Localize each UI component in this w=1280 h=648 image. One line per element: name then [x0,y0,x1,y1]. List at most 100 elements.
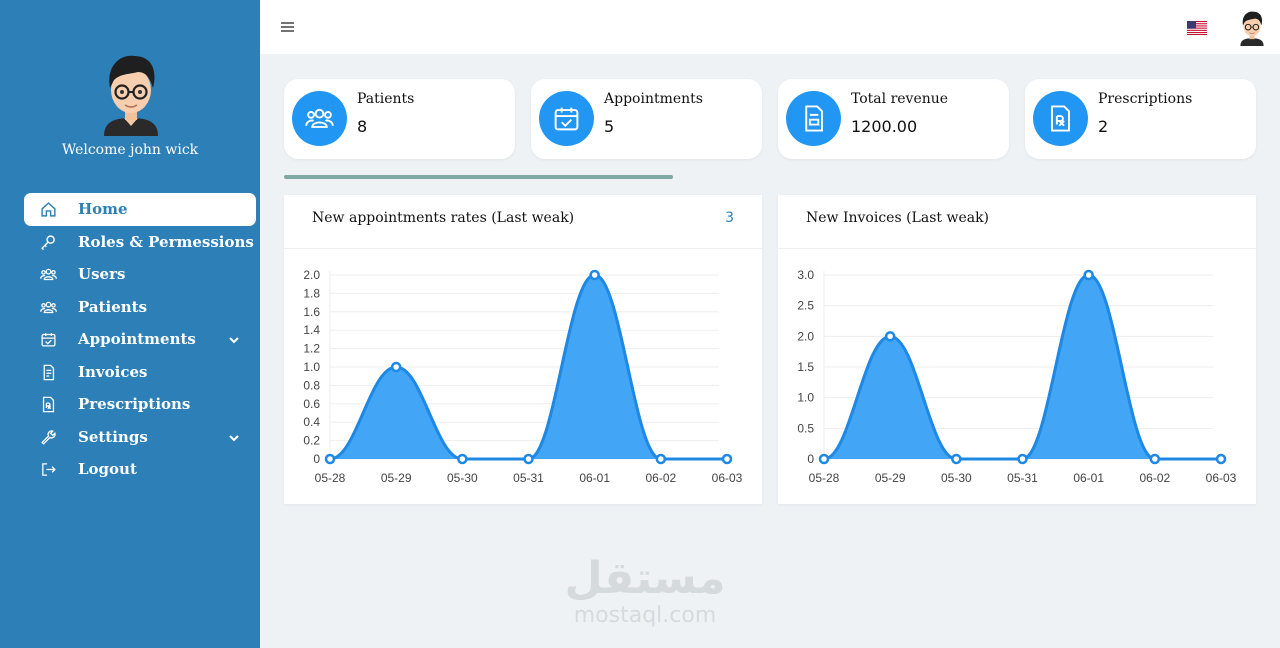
y-tick-label: 1.6 [303,305,320,319]
sidebar-item-label: Users [78,265,126,284]
x-tick-label: 05-28 [809,471,840,485]
invoices-chart-panel: New Invoices (Last weak) 0 0.5 1.0 1.5 2.0 2.… [778,195,1256,504]
users-icon [40,268,57,281]
key-icon [41,234,55,250]
home-icon [41,202,56,217]
x-tick-label: 06-03 [1206,471,1237,485]
series-area [824,275,1221,459]
sidebar-item-label: Prescriptions [78,395,191,414]
sidebar-item-label: Logout [78,460,137,479]
us-flag-icon[interactable] [1187,21,1207,35]
appointments-chart-panel: New appointments rates (Last weak) 3 0 0.… [284,195,762,504]
y-tick-label: 1.0 [303,360,320,374]
stat-value: 5 [604,117,615,136]
data-point[interactable] [655,453,667,465]
sidebar: Welcome john wick Home Roles & Permessio… [0,0,260,648]
stat-icon-circle [292,91,347,146]
stat-title: Appointments [604,91,703,107]
invoices-area-chart: 0 0.5 1.0 1.5 2.0 2.5 3.0 05-28 05-29 05-30 05-31 0… [797,268,1237,485]
sidebar-item-patients[interactable]: Patients [24,291,256,324]
data-point[interactable] [523,453,534,465]
chevron-down-icon [229,337,239,344]
loading-progress-bar [284,175,673,179]
stat-title: Patients [357,91,415,107]
y-tick-label: 2.0 [797,329,814,343]
users-icon [305,108,334,128]
x-tick-label: 05-28 [315,471,346,485]
y-tick-label: 3.0 [797,268,814,282]
sidebar-item-label: Patients [78,297,148,316]
x-tick-label: 06-03 [712,471,743,485]
x-tick-label: 06-01 [1073,471,1104,485]
watermark: مستقل mostaql.com [560,555,730,629]
data-point[interactable] [721,453,733,465]
x-tick-label: 05-29 [875,471,906,485]
x-tick-label: 06-01 [579,471,610,485]
header-user-avatar[interactable] [1236,10,1268,46]
x-tick-label: 06-02 [645,471,676,485]
watermark-arabic: مستقل [564,553,726,604]
data-point[interactable] [457,453,468,465]
stat-card-appointments[interactable]: Appointments 5 [531,79,762,159]
data-point[interactable] [818,453,830,465]
y-tick-label: 0.2 [303,434,320,448]
sidebar-item-label: Invoices [78,362,148,381]
x-tick-label: 05-29 [381,471,412,485]
x-tick-label: 05-31 [513,471,544,485]
sidebar-item-invoices[interactable]: Invoices [24,356,256,389]
invoice-icon [43,364,55,380]
calendar-check-icon [41,333,56,347]
users-icon [40,301,57,313]
panel-count: 3 [725,210,734,226]
stat-value: 8 [357,117,368,136]
invoice-icon [805,105,823,132]
y-tick-label: 2.5 [797,299,814,313]
prescription-icon [42,396,55,413]
stat-icon-circle [539,91,594,146]
stat-value: 1200.00 [851,117,918,136]
sidebar-item-label: Roles & Permessions [78,232,254,251]
sidebar-item-home[interactable]: Home [24,193,256,226]
stat-icon-circle [786,91,841,146]
sidebar-item-prescriptions[interactable]: Prescriptions [24,388,256,421]
user-avatar [104,55,158,136]
stat-icon-circle [1033,91,1088,146]
y-tick-label: 0.6 [303,397,320,411]
stat-title: Total revenue [851,91,949,107]
x-tick-label: 06-02 [1139,471,1170,485]
y-tick-label: 2.0 [303,268,320,282]
sidebar-item-users[interactable]: Users [24,258,256,291]
data-point[interactable] [1215,453,1227,465]
data-point[interactable] [884,331,896,342]
sidebar-item-settings[interactable]: Settings [24,421,256,454]
calendar-check-icon [554,107,579,131]
panel-title: New Invoices (Last weak) [806,210,990,226]
stat-value: 2 [1098,117,1109,136]
stat-card-revenue[interactable]: Total revenue 1200.00 [778,79,1009,159]
y-tick-label: 0.4 [303,415,320,429]
data-point[interactable] [1149,453,1161,465]
panel-title: New appointments rates (Last weak) [312,210,575,226]
y-tick-label: 0.5 [797,421,814,435]
data-point[interactable] [1083,269,1094,281]
welcome-text: Welcome john wick [61,142,199,158]
panel-divider [284,248,762,249]
hamburger-menu-icon[interactable] [280,20,295,34]
panel-divider [778,248,1256,249]
data-point[interactable] [390,361,402,373]
stat-card-patients[interactable]: Patients 8 [284,79,515,159]
x-tick-label: 05-30 [941,471,972,485]
stat-card-prescriptions[interactable]: Prescriptions 2 [1025,79,1256,159]
sidebar-item-appointments[interactable]: Appointments [24,323,256,356]
sidebar-item-logout[interactable]: Logout [24,453,256,486]
data-point[interactable] [1017,453,1028,465]
logout-icon [42,463,56,476]
data-point[interactable] [589,269,600,281]
watermark-latin: mostaql.com [573,603,717,628]
y-tick-label: 1.5 [797,360,814,374]
data-point[interactable] [324,453,336,465]
stat-title: Prescriptions [1098,91,1193,107]
y-tick-label: 1.4 [303,323,320,337]
sidebar-item-roles[interactable]: Roles & Permessions [24,226,256,259]
data-point[interactable] [951,453,962,465]
